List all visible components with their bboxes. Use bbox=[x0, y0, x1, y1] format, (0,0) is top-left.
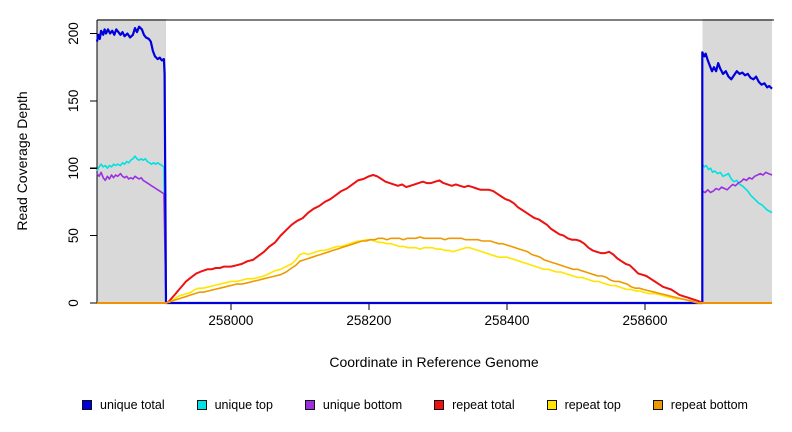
series-line-repeat-bottom bbox=[97, 236, 772, 304]
x-axis-title: Coordinate in Reference Genome bbox=[329, 354, 539, 370]
y-tick-label: 200 bbox=[66, 22, 81, 45]
x-tick-label: 258200 bbox=[346, 313, 391, 328]
legend-swatch-unique-top bbox=[196, 400, 207, 410]
legend-swatch-repeat-top bbox=[546, 400, 557, 410]
legend-label: repeat total bbox=[452, 398, 515, 412]
legend-swatch-repeat-total bbox=[434, 400, 445, 410]
legend: unique total unique top unique bottom repea… bbox=[0, 398, 792, 412]
legend-label: unique total bbox=[100, 398, 165, 412]
legend-label: unique bottom bbox=[322, 398, 403, 412]
legend-item-repeat-total: repeat total bbox=[434, 398, 515, 412]
series-line-unique-bottom bbox=[96, 171, 773, 304]
shaded-region-flanking-left bbox=[97, 19, 167, 303]
legend-item-repeat-bottom: repeat bottom bbox=[652, 398, 748, 412]
legend-label: repeat top bbox=[564, 398, 621, 412]
legend-item-unique-top: unique top bbox=[196, 398, 273, 412]
legend-label: unique top bbox=[214, 398, 273, 412]
legend-item-repeat-top: repeat top bbox=[546, 398, 621, 412]
legend-item-unique-bottom: unique bottom bbox=[304, 398, 403, 412]
x-tick-label: 258400 bbox=[484, 313, 529, 328]
series-line-repeat-top bbox=[97, 238, 772, 304]
series-line-unique-total bbox=[95, 25, 773, 305]
y-axis-title: Read Coverage Depth bbox=[14, 91, 30, 230]
shaded-region-flanking-right bbox=[702, 19, 772, 303]
y-tick-label: 50 bbox=[66, 228, 81, 243]
legend-item-unique-total: unique total bbox=[82, 398, 165, 412]
legend-label: repeat bottom bbox=[670, 398, 748, 412]
y-tick-label: 150 bbox=[66, 90, 81, 113]
x-tick-label: 258000 bbox=[208, 313, 253, 328]
y-tick-label: 0 bbox=[66, 299, 81, 307]
legend-swatch-unique-total bbox=[82, 400, 92, 410]
series-line-unique-top bbox=[96, 155, 773, 304]
legend-swatch-unique-bottom bbox=[304, 400, 315, 410]
series-line-repeat-total bbox=[97, 174, 772, 304]
x-tick-label: 258600 bbox=[622, 313, 667, 328]
y-tick-label: 100 bbox=[66, 157, 81, 180]
legend-swatch-repeat-bottom bbox=[652, 400, 663, 410]
